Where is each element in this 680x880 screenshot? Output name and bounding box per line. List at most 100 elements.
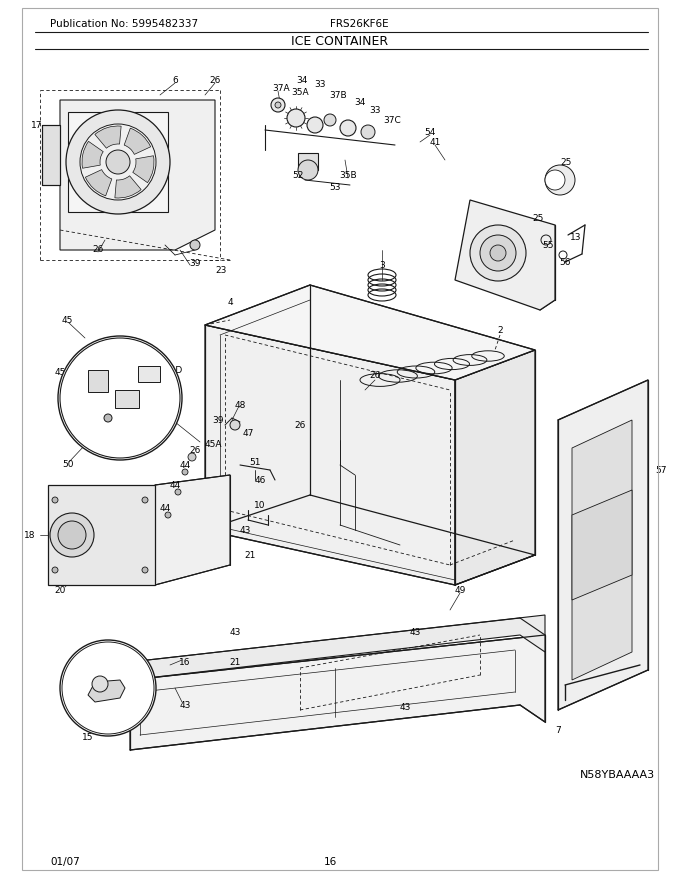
Text: 10: 10	[254, 501, 266, 510]
Text: 21: 21	[229, 657, 241, 666]
Text: 46: 46	[254, 475, 266, 485]
Polygon shape	[42, 125, 60, 185]
Polygon shape	[130, 635, 545, 750]
Circle shape	[106, 150, 130, 174]
Circle shape	[275, 102, 281, 108]
Text: 56: 56	[559, 258, 571, 267]
Text: 7: 7	[555, 725, 561, 735]
Text: 25: 25	[560, 158, 571, 166]
Circle shape	[165, 512, 171, 518]
Polygon shape	[558, 380, 648, 710]
Circle shape	[307, 117, 323, 133]
Text: 51: 51	[250, 458, 260, 466]
Text: 26: 26	[92, 245, 103, 253]
Text: 33: 33	[314, 79, 326, 89]
Text: 43: 43	[399, 702, 411, 712]
Text: Publication No: 5995482337: Publication No: 5995482337	[50, 19, 198, 29]
Text: 21: 21	[244, 551, 256, 560]
Text: 39: 39	[189, 259, 201, 268]
Text: 44: 44	[180, 460, 190, 470]
Circle shape	[60, 338, 180, 458]
Circle shape	[62, 642, 154, 734]
Text: 43: 43	[409, 627, 421, 636]
Text: 41: 41	[429, 137, 441, 146]
Polygon shape	[155, 475, 230, 585]
Text: 47: 47	[242, 429, 254, 437]
Text: 43: 43	[239, 525, 251, 534]
Circle shape	[361, 125, 375, 139]
Circle shape	[298, 160, 318, 180]
Circle shape	[175, 489, 181, 495]
Text: 26: 26	[294, 421, 306, 429]
Text: 35B: 35B	[339, 171, 357, 180]
Text: 37B: 37B	[329, 91, 347, 99]
Polygon shape	[455, 350, 535, 585]
Circle shape	[50, 513, 94, 557]
Text: 23: 23	[215, 266, 226, 275]
Text: 35A: 35A	[291, 87, 309, 97]
Circle shape	[545, 165, 575, 195]
Text: 45C: 45C	[54, 368, 72, 377]
Wedge shape	[124, 128, 151, 154]
Text: 43: 43	[229, 627, 241, 636]
Circle shape	[142, 567, 148, 573]
Text: 33: 33	[369, 106, 381, 114]
Text: 16: 16	[324, 857, 337, 867]
Text: 34: 34	[296, 76, 307, 84]
Wedge shape	[95, 126, 121, 148]
Wedge shape	[86, 170, 112, 196]
Polygon shape	[60, 100, 215, 250]
Bar	[138, 366, 160, 382]
Text: 13: 13	[570, 232, 581, 241]
Polygon shape	[455, 200, 555, 310]
Text: 2: 2	[497, 326, 503, 334]
Text: 52: 52	[292, 171, 304, 180]
Text: 37A: 37A	[272, 84, 290, 92]
Text: 16: 16	[180, 657, 191, 666]
Polygon shape	[298, 153, 318, 170]
Circle shape	[230, 420, 240, 430]
Circle shape	[470, 225, 526, 281]
Text: 18: 18	[24, 531, 35, 539]
Circle shape	[60, 640, 156, 736]
Text: 53: 53	[329, 182, 341, 192]
Bar	[88, 370, 108, 392]
Text: 57: 57	[655, 466, 666, 474]
Text: 37C: 37C	[383, 115, 401, 124]
Circle shape	[58, 521, 86, 549]
Circle shape	[92, 676, 108, 692]
Text: 4: 4	[228, 297, 234, 306]
Text: 45B: 45B	[148, 401, 165, 410]
Wedge shape	[133, 156, 154, 183]
Text: 54: 54	[424, 128, 436, 136]
Circle shape	[190, 240, 200, 250]
Circle shape	[142, 497, 148, 503]
Circle shape	[324, 114, 336, 126]
Circle shape	[52, 497, 58, 503]
Text: 25: 25	[532, 214, 544, 223]
Text: 39: 39	[212, 415, 224, 424]
Circle shape	[287, 109, 305, 127]
Bar	[68, 112, 168, 212]
Polygon shape	[572, 420, 632, 680]
Circle shape	[188, 453, 196, 461]
Text: N58YBAAAA3: N58YBAAAA3	[580, 770, 655, 780]
Circle shape	[80, 124, 156, 200]
Circle shape	[490, 245, 506, 261]
Text: 45A: 45A	[205, 439, 222, 449]
Text: 44: 44	[169, 480, 181, 489]
Circle shape	[52, 567, 58, 573]
Text: 43: 43	[180, 700, 190, 709]
Text: 34: 34	[354, 98, 366, 106]
Wedge shape	[115, 176, 141, 198]
Text: 55: 55	[542, 240, 554, 250]
Text: 50: 50	[62, 459, 73, 468]
Circle shape	[545, 170, 565, 190]
Circle shape	[66, 110, 170, 214]
Text: 01/07: 01/07	[50, 857, 80, 867]
Text: 15: 15	[82, 732, 94, 742]
Polygon shape	[48, 485, 155, 585]
Text: 45: 45	[62, 316, 73, 325]
Text: 6: 6	[172, 76, 178, 84]
Circle shape	[271, 98, 285, 112]
